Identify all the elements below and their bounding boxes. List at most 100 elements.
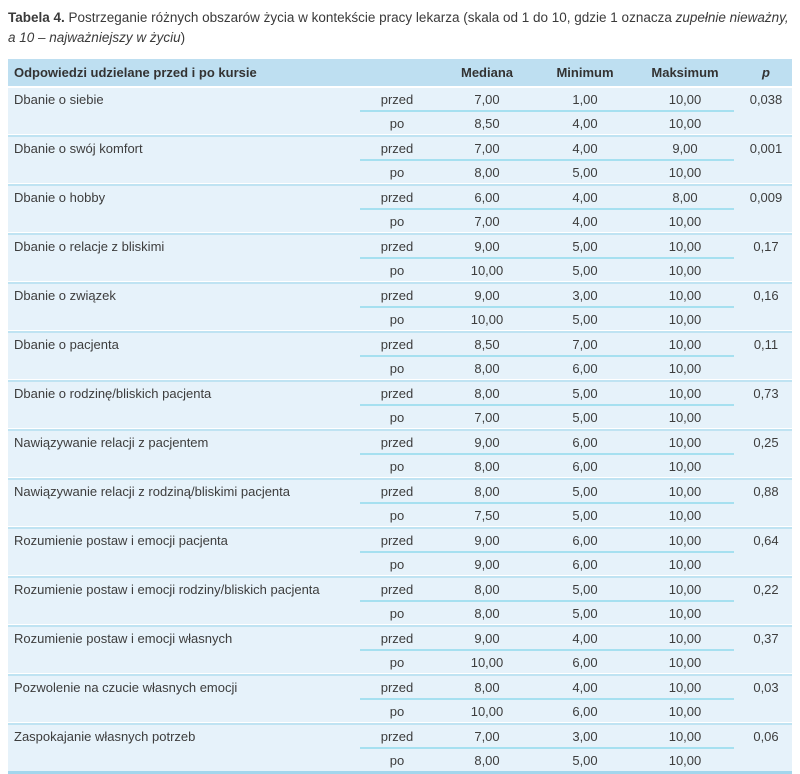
area-label: Zaspokajanie własnych potrzeb: [14, 728, 196, 744]
minimum-value: 5,00: [572, 605, 598, 621]
minimum-value: 4,00: [572, 189, 598, 205]
table-caption: Tabela 4. Postrzeganie różnych obszarów …: [8, 8, 792, 47]
table-header-minimum: Minimum: [556, 65, 614, 81]
area-label: Dbanie o relacje z bliskimi: [14, 238, 165, 254]
mediana-value: 8,00: [474, 458, 500, 474]
table-row-po: po 8,00 5,00 10,00: [8, 161, 792, 183]
table-row-przed: Dbanie o pacjenta przed 8,50 7,00 10,00 …: [8, 333, 792, 355]
phase-label-przed: przed: [380, 140, 414, 156]
mediana-value: 9,00: [474, 238, 500, 254]
table-row-po: po 10,00 6,00 10,00: [8, 651, 792, 673]
mediana-value: 7,00: [474, 213, 500, 229]
phase-label-przed: przed: [380, 91, 414, 107]
results-table: Odpowiedzi udzielane przed i po kursie M…: [8, 59, 792, 774]
p-value: 0,11: [753, 336, 779, 352]
minimum-value: 5,00: [572, 385, 598, 401]
phase-divider-line: [360, 257, 734, 260]
phase-label-przed: przed: [380, 189, 414, 205]
minimum-value: 5,00: [572, 238, 598, 254]
phase-divider-line: [360, 600, 734, 603]
mediana-value: 10,00: [470, 703, 504, 719]
mediana-value: 8,00: [474, 360, 500, 376]
maksimum-value: 10,00: [668, 483, 702, 499]
mediana-value: 10,00: [470, 654, 504, 670]
mediana-value: 8,50: [474, 336, 500, 352]
table-row-po: po 9,00 6,00 10,00: [8, 553, 792, 575]
mediana-value: 8,00: [474, 679, 500, 695]
table-row-przed: Rozumienie postaw i emocji rodziny/blisk…: [8, 578, 792, 600]
table-row-group: Nawiązywanie relacji z rodziną/bliskimi …: [8, 478, 792, 527]
phase-divider-line: [360, 355, 734, 358]
p-value: 0,64: [753, 532, 779, 548]
table-row-po: po 8,00 6,00 10,00: [8, 455, 792, 477]
table-row-przed: Dbanie o siebie przed 7,00 1,00 10,00 0,…: [8, 88, 792, 110]
maksimum-value: 10,00: [668, 581, 702, 597]
mediana-value: 8,00: [474, 581, 500, 597]
p-value: 0,88: [753, 483, 779, 499]
table-caption-text-end: ): [180, 29, 186, 45]
maksimum-value: 10,00: [668, 630, 702, 646]
p-value: 0,03: [753, 679, 779, 695]
maksimum-value: 10,00: [668, 728, 702, 744]
table-row-po: po 10,00 5,00 10,00: [8, 259, 792, 281]
phase-divider-line: [360, 110, 734, 113]
phase-divider-line: [360, 159, 734, 162]
mediana-value: 8,00: [474, 164, 500, 180]
maksimum-value: 10,00: [668, 311, 702, 327]
p-value: 0,16: [753, 287, 779, 303]
table-row-po: po 8,00 5,00 10,00: [8, 602, 792, 624]
table-row-group: Zaspokajanie własnych potrzeb przed 7,00…: [8, 723, 792, 772]
table-row-po: po 8,00 5,00 10,00: [8, 749, 792, 771]
table-row-po: po 7,00 5,00 10,00: [8, 406, 792, 428]
maksimum-value: 10,00: [668, 115, 702, 131]
maksimum-value: 10,00: [668, 752, 702, 768]
table-row-group: Rozumienie postaw i emocji rodziny/blisk…: [8, 576, 792, 625]
area-label: Nawiązywanie relacji z rodziną/bliskimi …: [14, 483, 291, 499]
mediana-value: 7,00: [474, 409, 500, 425]
phase-label-po: po: [389, 164, 405, 180]
table-row-po: po 8,50 4,00 10,00: [8, 112, 792, 134]
phase-label-po: po: [389, 115, 405, 131]
phase-label-po: po: [389, 458, 405, 474]
mediana-value: 9,00: [474, 556, 500, 572]
table-row-group: Dbanie o relacje z bliskimi przed 9,00 5…: [8, 233, 792, 282]
minimum-value: 5,00: [572, 483, 598, 499]
minimum-value: 3,00: [572, 287, 598, 303]
table-row-po: po 10,00 6,00 10,00: [8, 700, 792, 722]
minimum-value: 5,00: [572, 262, 598, 278]
minimum-value: 5,00: [572, 507, 598, 523]
minimum-value: 7,00: [572, 336, 598, 352]
mediana-value: 7,50: [474, 507, 500, 523]
phase-label-przed: przed: [380, 483, 414, 499]
mediana-value: 10,00: [470, 311, 504, 327]
area-label: Dbanie o hobby: [14, 189, 106, 205]
phase-label-po: po: [389, 752, 405, 768]
mediana-value: 9,00: [474, 630, 500, 646]
phase-label-po: po: [389, 311, 405, 327]
phase-label-po: po: [389, 262, 405, 278]
maksimum-value: 9,00: [672, 140, 698, 156]
table-row-przed: Nawiązywanie relacji z pacjentem przed 9…: [8, 431, 792, 453]
table-row-group: Nawiązywanie relacji z pacjentem przed 9…: [8, 429, 792, 478]
mediana-value: 6,00: [474, 189, 500, 205]
maksimum-value: 10,00: [668, 458, 702, 474]
maksimum-value: 10,00: [668, 409, 702, 425]
minimum-value: 5,00: [572, 409, 598, 425]
phase-divider-line: [360, 502, 734, 505]
phase-divider-line: [360, 453, 734, 456]
maksimum-value: 10,00: [668, 385, 702, 401]
p-value: 0,17: [753, 238, 779, 254]
phase-label-przed: przed: [380, 434, 414, 450]
mediana-value: 8,00: [474, 385, 500, 401]
maksimum-value: 10,00: [668, 238, 702, 254]
mediana-value: 9,00: [474, 287, 500, 303]
maksimum-value: 10,00: [668, 703, 702, 719]
minimum-value: 3,00: [572, 728, 598, 744]
mediana-value: 8,00: [474, 605, 500, 621]
maksimum-value: 10,00: [668, 507, 702, 523]
maksimum-value: 10,00: [668, 679, 702, 695]
table-row-group: Pozwolenie na czucie własnych emocji prz…: [8, 674, 792, 723]
table-header-p: p: [762, 65, 770, 81]
minimum-value: 6,00: [572, 556, 598, 572]
table-row-przed: Nawiązywanie relacji z rodziną/bliskimi …: [8, 480, 792, 502]
